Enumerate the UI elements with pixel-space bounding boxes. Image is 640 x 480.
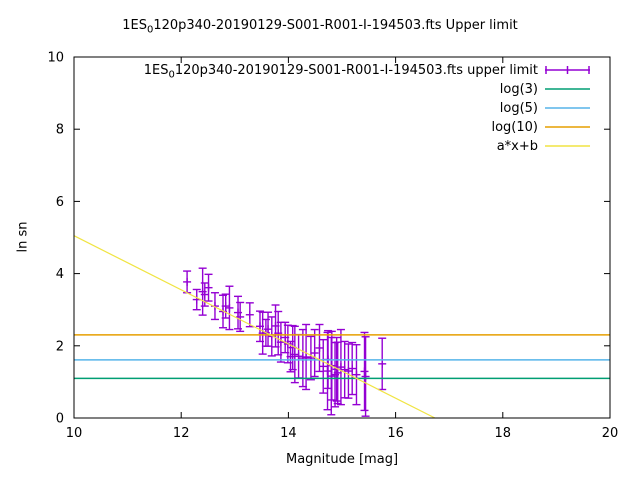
data-point (310, 328, 319, 378)
x-tick-label: 12 (173, 426, 190, 441)
x-tick-label: 18 (495, 426, 512, 441)
y-tick-label: 6 (56, 195, 64, 210)
data-point (315, 323, 324, 373)
data-point (267, 316, 276, 357)
chart-title: 1ES0120p340-20190129-S001-R001-I-194503.… (0, 18, 640, 36)
data-point (331, 341, 340, 408)
data-point (319, 338, 328, 394)
data-point (264, 311, 273, 347)
data-point (352, 344, 361, 406)
data-point (204, 273, 213, 302)
y-tick-label: 2 (56, 339, 64, 354)
data-point (332, 336, 341, 402)
data-point (192, 288, 201, 311)
x-tick-label: 14 (280, 426, 297, 441)
data-point (245, 302, 254, 328)
data-point (294, 333, 303, 379)
data-point (306, 335, 315, 381)
y-tick-label: 4 (56, 267, 64, 282)
data-point (183, 270, 192, 294)
x-tick-label: 16 (387, 426, 404, 441)
chart-title-subscript: 0 (146, 24, 154, 36)
plot-border (73, 56, 611, 419)
data-point (360, 331, 369, 412)
data-point (225, 285, 234, 331)
y-tick-label: 10 (47, 51, 64, 66)
data-point (290, 325, 299, 384)
x-tick-label: 10 (66, 426, 83, 441)
x-axis-label: Magnitude [mag] (285, 452, 399, 467)
data-point (340, 340, 349, 399)
data-point (348, 341, 357, 396)
y-tick-label: 8 (56, 123, 64, 138)
data-point (361, 336, 370, 417)
data-point (378, 337, 387, 391)
fit-line-fit (73, 235, 436, 419)
data-point (344, 343, 353, 399)
data-point (221, 293, 230, 319)
y-tick-label: 0 (56, 412, 64, 427)
chart-title-rest: 120p340-20190129-S001-R001-I-194503.fts … (153, 18, 518, 33)
x-tick-label: 20 (602, 426, 619, 441)
chart-title-prefix: 1ES (122, 18, 147, 33)
